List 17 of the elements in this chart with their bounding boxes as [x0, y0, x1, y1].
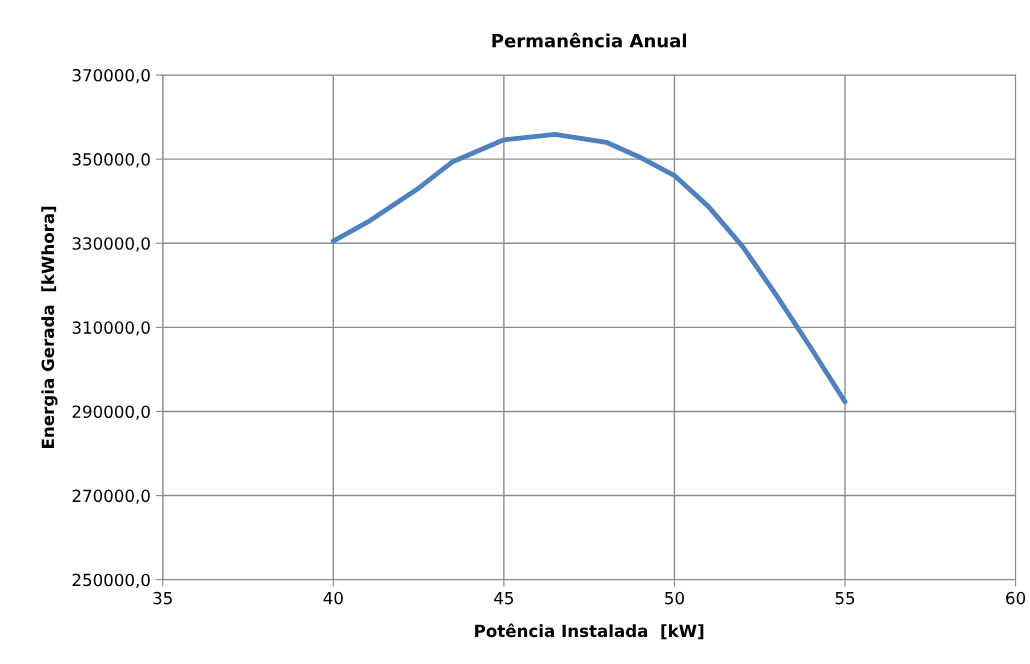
x-tick-label: 50 — [665, 591, 684, 605]
line-series — [330, 131, 848, 405]
chart-title: Permanência Anual — [492, 32, 687, 48]
y-tick-label: 310000,0 — [72, 321, 150, 336]
x-tick-label: 40 — [323, 591, 343, 605]
y-tick-label: 330000,0 — [72, 237, 150, 252]
x-tick-label: 60 — [1006, 591, 1026, 605]
y-tick-label: 290000,0 — [72, 405, 150, 420]
y-tick-label: 270000,0 — [72, 489, 150, 504]
y-tick-label: 370000,0 — [72, 68, 150, 84]
y-tick-label: 350000,0 — [72, 153, 150, 168]
x-tick-label: 35 — [153, 591, 172, 605]
x-tick-label: 55 — [835, 591, 855, 605]
y-axis-title: Energia Gerada [kWhora] — [41, 206, 58, 448]
x-tick-label: 45 — [494, 591, 514, 605]
y-tick-label: 250000,0 — [72, 573, 150, 588]
x-axis-title: Potência Instalada [kW] — [475, 623, 704, 640]
